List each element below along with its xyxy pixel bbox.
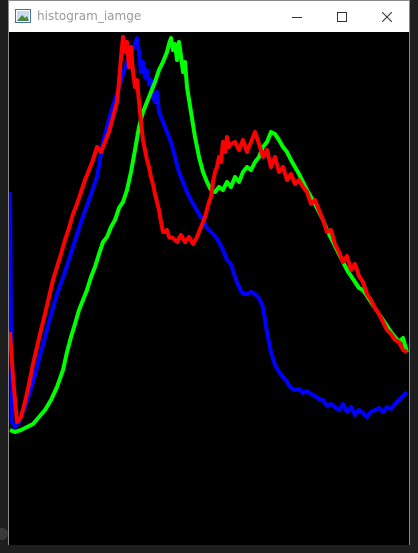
window-title: histogram_iamge (37, 9, 142, 23)
background-window-edge (0, 528, 8, 540)
histogram-window: histogram_iamge (8, 0, 410, 545)
maximize-button[interactable] (319, 1, 364, 32)
histogram-plot (9, 32, 409, 545)
close-button[interactable] (364, 1, 409, 32)
maximize-icon (336, 11, 347, 22)
histogram-canvas (9, 32, 409, 545)
blue-channel-line (9, 36, 409, 429)
image-window-icon (15, 9, 31, 23)
red-channel-line (9, 35, 408, 424)
minimize-button[interactable] (274, 1, 319, 32)
minimize-icon (291, 16, 302, 18)
title-bar[interactable]: histogram_iamge (9, 1, 409, 32)
close-icon (381, 11, 392, 22)
